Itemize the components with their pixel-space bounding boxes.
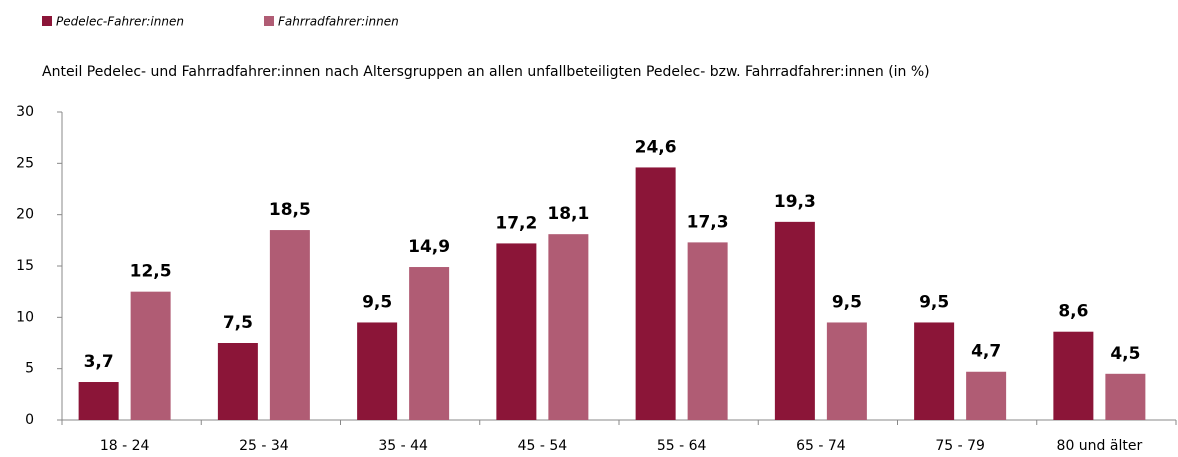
- value-label: 17,3: [687, 212, 729, 232]
- bar: [774, 221, 815, 420]
- value-label: 4,5: [1110, 344, 1140, 364]
- x-tick-label: 25 - 34: [239, 438, 289, 454]
- bar: [826, 322, 867, 420]
- x-tick-label: 45 - 54: [518, 438, 568, 454]
- legend-label: Pedelec-Fahrer:innen: [56, 15, 184, 29]
- bar: [548, 234, 589, 420]
- chart-title: Anteil Pedelec- und Fahrradfahrer:innen …: [42, 64, 930, 80]
- value-label: 8,6: [1058, 302, 1088, 322]
- value-label: 18,1: [547, 204, 589, 224]
- value-label: 24,6: [635, 137, 677, 157]
- bar: [357, 322, 398, 420]
- x-tick-label: 75 - 79: [935, 438, 985, 454]
- bar: [409, 267, 450, 420]
- value-label: 4,7: [971, 342, 1001, 362]
- value-label: 7,5: [223, 313, 253, 333]
- legend-swatch: [42, 16, 52, 26]
- bar: [687, 242, 728, 420]
- bar: [1105, 373, 1146, 420]
- bar: [966, 371, 1007, 420]
- x-tick-label: 55 - 64: [657, 438, 707, 454]
- value-label: 9,5: [919, 292, 949, 312]
- bar: [217, 343, 258, 420]
- bar: [1053, 331, 1094, 420]
- y-tick-label: 10: [16, 309, 34, 325]
- legend-swatch: [264, 16, 274, 26]
- y-tick-label: 25: [16, 155, 34, 171]
- value-label: 3,7: [84, 352, 114, 372]
- value-label: 19,3: [774, 192, 816, 212]
- x-tick-label: 80 und älter: [1057, 438, 1143, 454]
- bar: [635, 167, 676, 420]
- x-tick-label: 35 - 44: [378, 438, 428, 454]
- bar: [130, 291, 171, 420]
- value-label: 12,5: [130, 262, 172, 282]
- bar: [78, 382, 119, 420]
- value-label: 9,5: [362, 292, 392, 312]
- value-label: 18,5: [269, 200, 311, 220]
- legend-label: Fahrradfahrer:innen: [278, 15, 399, 29]
- x-tick-label: 65 - 74: [796, 438, 846, 454]
- value-label: 9,5: [832, 292, 862, 312]
- bar: [496, 243, 537, 420]
- y-tick-label: 30: [16, 104, 34, 120]
- x-tick-label: 18 - 24: [100, 438, 150, 454]
- bar: [269, 230, 310, 420]
- bar: [914, 322, 955, 420]
- y-tick-label: 0: [25, 412, 34, 428]
- y-tick-label: 20: [16, 207, 34, 223]
- y-tick-label: 15: [16, 258, 34, 274]
- value-label: 17,2: [495, 213, 537, 233]
- y-tick-label: 5: [25, 361, 34, 377]
- value-label: 14,9: [408, 237, 450, 257]
